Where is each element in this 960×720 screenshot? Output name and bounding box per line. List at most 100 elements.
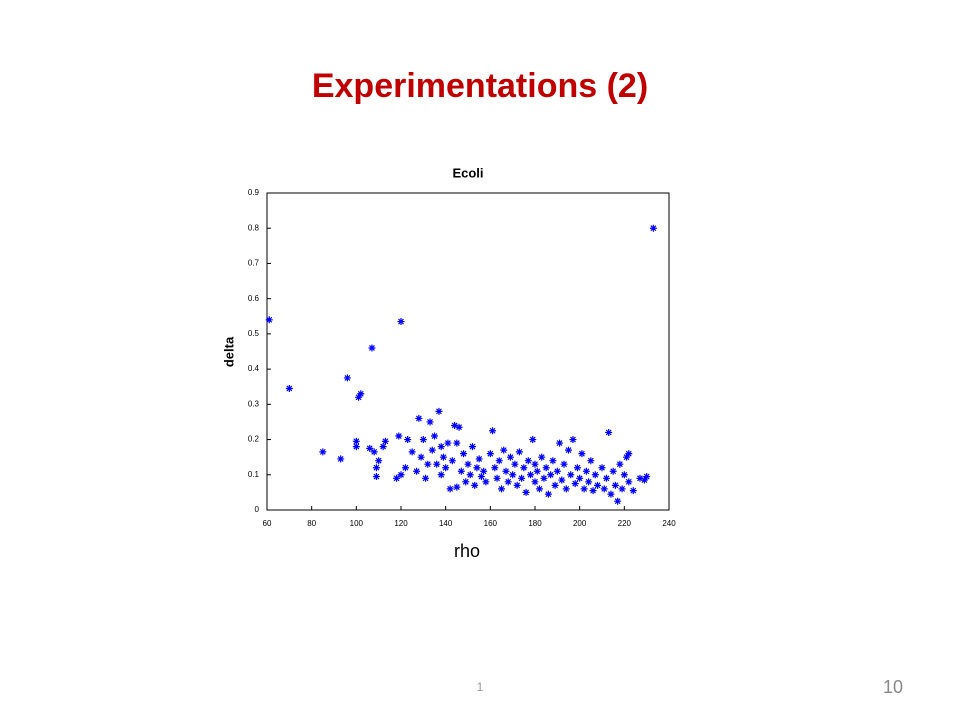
point [415, 414, 423, 422]
point [397, 318, 405, 326]
point [620, 471, 628, 479]
point [640, 476, 648, 484]
point [594, 481, 602, 489]
point [551, 481, 559, 489]
point [468, 443, 476, 451]
point [629, 487, 637, 495]
point [453, 483, 461, 491]
point [587, 457, 595, 465]
y-tick-label: 0.4 [248, 364, 260, 373]
x-tick-label: 160 [484, 519, 498, 528]
point [582, 467, 590, 475]
point [379, 443, 387, 451]
point [544, 490, 552, 498]
point [527, 471, 535, 479]
point [549, 457, 557, 465]
point [343, 374, 351, 382]
point [466, 471, 474, 479]
point [533, 467, 541, 475]
y-tick-label: 0.8 [248, 223, 260, 232]
x-tick-label: 240 [662, 519, 676, 528]
point [462, 478, 470, 486]
point [424, 460, 432, 468]
point [442, 464, 450, 472]
chart-title: Ecoli [452, 165, 483, 180]
point [614, 497, 622, 505]
point [611, 481, 619, 489]
point [556, 439, 564, 447]
point [524, 457, 532, 465]
point [571, 480, 579, 488]
point [352, 437, 360, 445]
x-tick-label: 120 [394, 519, 408, 528]
point [542, 464, 550, 472]
point [437, 471, 445, 479]
point [457, 467, 465, 475]
footer-number: 1 [477, 680, 484, 694]
point [529, 436, 537, 444]
point [578, 450, 586, 458]
x-tick-label: 180 [528, 519, 542, 528]
point [649, 224, 657, 232]
point [460, 450, 468, 458]
point [573, 464, 581, 472]
point [417, 453, 425, 461]
point [366, 444, 374, 452]
point [623, 453, 631, 461]
point [352, 443, 360, 451]
point [453, 439, 461, 447]
point [625, 478, 633, 486]
point [558, 476, 566, 484]
point [413, 467, 421, 475]
point [498, 485, 505, 493]
x-tick-label: 200 [573, 519, 587, 528]
point [319, 448, 327, 456]
point [375, 457, 383, 465]
point [446, 485, 454, 493]
point [393, 474, 401, 482]
point [285, 384, 293, 392]
point [372, 473, 380, 481]
point [509, 471, 517, 479]
x-tick-label: 80 [307, 519, 316, 528]
point [567, 471, 575, 479]
point [451, 421, 459, 429]
point [495, 457, 503, 465]
point [562, 485, 570, 493]
point [489, 427, 497, 435]
point [540, 474, 548, 482]
x-axis-label: rho [454, 541, 480, 561]
point [607, 490, 615, 498]
point [531, 478, 539, 486]
point [500, 446, 508, 454]
x-tick-label: 100 [350, 519, 364, 528]
point [372, 464, 380, 472]
point [477, 473, 485, 481]
point [511, 460, 519, 468]
point [381, 437, 389, 445]
x-tick-label: 60 [263, 519, 272, 528]
point [473, 464, 481, 472]
point [591, 471, 599, 479]
y-tick-label: 0 [255, 505, 260, 514]
x-tick-label: 220 [618, 519, 632, 528]
point [531, 460, 539, 468]
point [504, 478, 512, 486]
point [538, 453, 546, 461]
point [437, 443, 445, 451]
point [370, 448, 378, 456]
point [404, 436, 412, 444]
point [471, 481, 479, 489]
point [475, 455, 483, 463]
point [368, 344, 376, 352]
point [580, 485, 588, 493]
point [609, 467, 617, 475]
point [426, 418, 434, 426]
point [605, 429, 613, 437]
point [422, 474, 430, 482]
point [643, 473, 651, 481]
point [513, 481, 521, 489]
point [408, 448, 416, 456]
